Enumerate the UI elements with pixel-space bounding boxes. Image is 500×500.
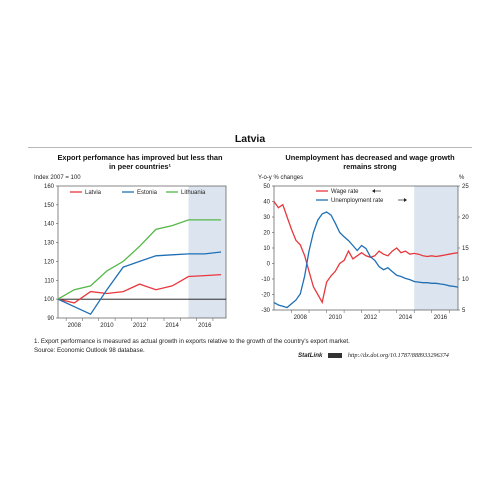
x-tick-label: 2016	[198, 323, 212, 329]
x-tick-label: 2016	[434, 315, 448, 321]
y2-tick-label: 25	[462, 184, 469, 190]
y-tick-label: 40	[263, 200, 270, 206]
series-line-lithuania	[57, 219, 222, 300]
source-text: Source: Economic Outlook 98 database.	[34, 346, 145, 354]
y-tick-label: 130	[44, 241, 55, 247]
legend-label-wage-rate: Wage rate	[331, 189, 359, 195]
y-tick-label: 90	[47, 316, 54, 322]
left-axis-arrowhead-icon	[372, 189, 375, 193]
right-y-axis-label: Y-o-y % changes	[258, 175, 304, 181]
x-tick-label: 2012	[133, 323, 147, 329]
legend-label-latvia: Latvia	[85, 190, 102, 196]
y-tick-label: -20	[261, 293, 270, 299]
series-line-unemployment-rate	[273, 211, 459, 309]
y-tick-label: 160	[44, 184, 55, 190]
projection-shade	[414, 186, 458, 310]
statlink-brand: StatLink	[298, 352, 323, 359]
legend-label-estonia: Estonia	[137, 190, 158, 196]
footnote-text: 1. Export performance is measured as act…	[34, 338, 350, 345]
y2-tick-label: 15	[462, 246, 469, 252]
right-y2-axis-label: %	[459, 175, 465, 181]
y-tick-label: -30	[261, 308, 270, 314]
right-axis-arrowhead-icon	[404, 198, 407, 202]
series-line-latvia	[57, 273, 222, 304]
statlink-arrow-icon	[328, 352, 343, 358]
y-tick-label: 0	[267, 262, 271, 268]
x-tick-label: 2012	[364, 315, 378, 321]
statlink[interactable]: StatLink http://dx.doi.org/10.1787/88893…	[298, 352, 449, 359]
page-title: Latvia	[234, 133, 266, 145]
y-tick-label: 50	[263, 184, 270, 190]
y-tick-label: 110	[44, 278, 54, 284]
y2-tick-label: 5	[462, 308, 466, 314]
plot-frame	[57, 185, 227, 319]
x-tick-label: 2014	[165, 323, 179, 329]
statlink-url[interactable]: http://dx.doi.org/10.1787/888933296374	[347, 352, 449, 359]
footnote-block: 1. Export performance is measured as act…	[34, 338, 350, 355]
y-tick-label: 30	[263, 215, 270, 221]
y-tick-label: 10	[263, 246, 270, 252]
y2-tick-label: 10	[462, 277, 469, 283]
x-tick-label: 2008	[294, 315, 308, 321]
x-tick-label: 2008	[68, 323, 82, 329]
legend-label-unemployment-rate: Unemployment rate	[331, 198, 384, 204]
x-tick-label: 2010	[329, 315, 343, 321]
series-line-wage-rate	[273, 201, 459, 305]
y-tick-label: 150	[44, 203, 55, 209]
right-panel-title: Unemployment has decreased and wage grow…	[285, 153, 455, 171]
title-divider	[28, 147, 472, 148]
chart-band	[22, 130, 478, 368]
y-tick-label: -10	[261, 277, 270, 283]
y-tick-label: 140	[44, 222, 55, 228]
y-tick-label: 20	[263, 231, 270, 237]
x-tick-label: 2014	[399, 315, 413, 321]
series-line-estonia	[57, 251, 222, 316]
y-tick-label: 120	[44, 259, 55, 265]
y2-tick-label: 20	[462, 215, 469, 221]
left-y-axis-label: Index 2007 = 100	[34, 175, 81, 181]
left-panel-title: Export perfomance has improved but less …	[57, 153, 223, 171]
x-tick-label: 2010	[100, 323, 114, 329]
y-tick-label: 100	[44, 297, 55, 303]
legend-label-lithuania: Lithuania	[181, 190, 206, 196]
